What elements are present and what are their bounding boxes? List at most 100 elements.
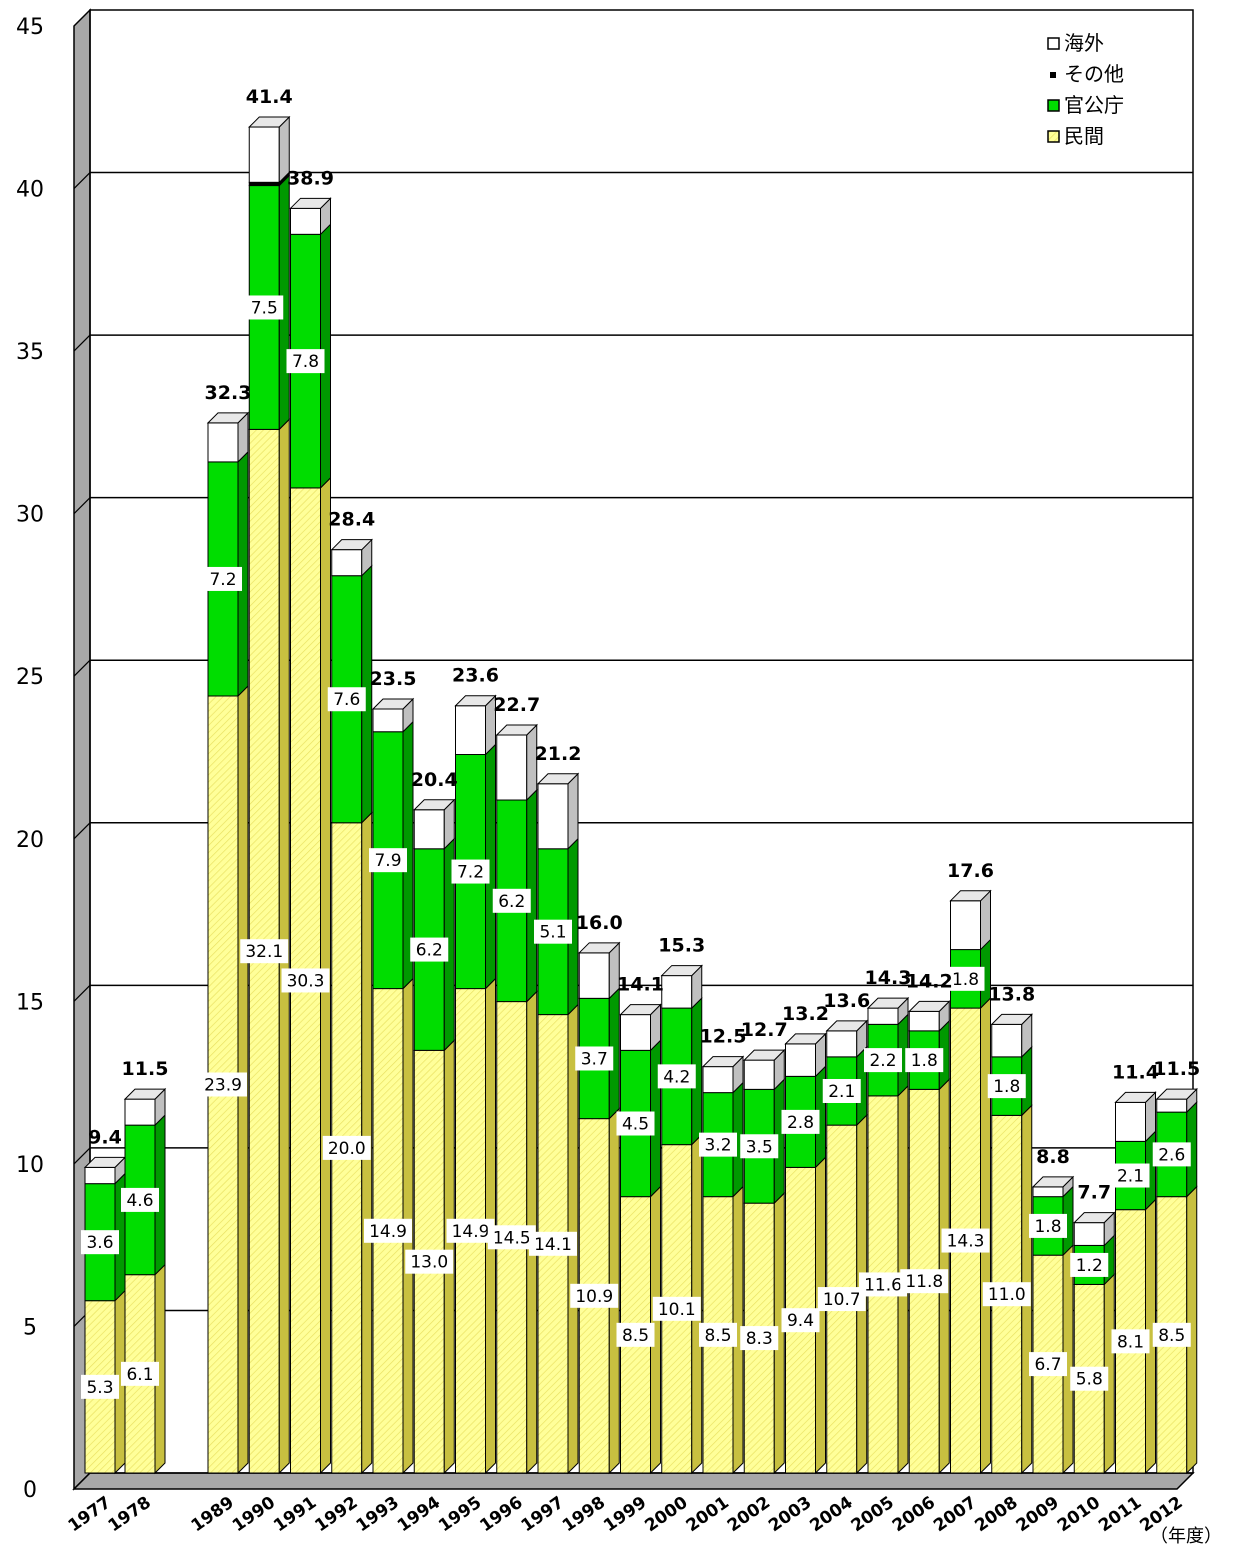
- segment-label-bg: [1111, 1329, 1150, 1354]
- segment-label-2001-官公庁: 3.2: [699, 1132, 737, 1157]
- segment-label-bg: [982, 1282, 1031, 1307]
- bar-face: [1073, 1222, 1105, 1246]
- gridline-side: [73, 659, 91, 677]
- segment-label-bg: [652, 1296, 701, 1321]
- bar-top-2006: [908, 1000, 951, 1012]
- segment-label-1989-民間: 23.9: [199, 1072, 247, 1097]
- segment-label-text: 6.2: [416, 941, 443, 961]
- segment-label-text: 8.3: [746, 1329, 773, 1349]
- total-label-2002: 12.7: [741, 1019, 788, 1041]
- segment-label-text: 11.6: [864, 1275, 902, 1295]
- total-labels: 9.4 11.5 32.3 41.4 38.9 28.4 23.5 20.4 23.6 22.7 2…: [88, 86, 1200, 1204]
- segment-label-1999-官公庁: 4.5: [616, 1111, 655, 1136]
- segment-label-1990-民間: 32.1: [240, 939, 289, 964]
- bar-top-1989: [206, 412, 250, 424]
- bar-face: [331, 549, 363, 577]
- legend-label: 海外: [1064, 31, 1104, 55]
- segment-label-text: 6.7: [1034, 1355, 1061, 1375]
- segment-label-2005-民間: 11.6: [859, 1272, 907, 1297]
- bar-face: [867, 1007, 899, 1025]
- x-tick-label-2009: 2009: [1013, 1493, 1063, 1537]
- segment-label-bg: [1029, 1213, 1067, 1238]
- segment-label-bg: [657, 1064, 696, 1089]
- segment-label-text: 8.5: [622, 1326, 649, 1346]
- segment-label-1992-官公庁: 7.6: [327, 687, 366, 712]
- bar-face: [496, 734, 528, 801]
- segment-label-2012-民間: 8.5: [1152, 1322, 1191, 1347]
- segment-label-2011-官公庁: 2.1: [1111, 1163, 1150, 1188]
- segment-label-text: 1.8: [1034, 1217, 1061, 1237]
- segment-label-text: 8.5: [1158, 1326, 1185, 1346]
- x-tick-label-2005: 2005: [848, 1493, 898, 1537]
- segment-label-1991-民間: 30.3: [281, 968, 330, 993]
- segment-label-text: 7.2: [209, 570, 236, 590]
- segment-label-bg: [286, 349, 325, 374]
- segment-label-text: 10.9: [575, 1287, 613, 1307]
- bar-segment-2001-海外: [702, 1055, 744, 1094]
- segment-label-2012-官公庁: 2.6: [1152, 1142, 1191, 1167]
- segment-label-bg: [616, 1111, 655, 1136]
- total-label-2011: 11.4: [1112, 1061, 1159, 1083]
- x-tick-label-2000: 2000: [641, 1493, 691, 1537]
- segment-label-2010-官公庁: 1.2: [1070, 1252, 1109, 1277]
- segment-label-bg: [364, 1218, 412, 1243]
- x-tick-label-2001: 2001: [683, 1493, 733, 1537]
- bar-segment-2011-海外: [1115, 1091, 1156, 1143]
- segment-label-bg: [941, 1228, 990, 1253]
- bar-top-2005: [866, 997, 910, 1009]
- legend-item-民間: 民間: [1047, 124, 1104, 148]
- bar-top-2012: [1155, 1088, 1198, 1100]
- segment-label-1999-民間: 8.5: [616, 1322, 655, 1347]
- bar-top-2007: [949, 890, 992, 902]
- segment-label-bg: [81, 1374, 119, 1399]
- segment-label-text: 9.4: [787, 1311, 814, 1331]
- segment-label-2006-民間: 11.8: [900, 1269, 949, 1294]
- bar-top-1996: [495, 724, 538, 736]
- segment-label-1996-官公庁: 6.2: [492, 888, 531, 913]
- bar-top-1998: [578, 942, 621, 954]
- y-tick-label: 20: [16, 828, 44, 853]
- x-tick-label-1999: 1999: [600, 1493, 650, 1537]
- x-tick-label-1978: 1978: [105, 1493, 155, 1537]
- x-tick-label-2002: 2002: [724, 1493, 774, 1537]
- segment-label-1990-官公庁: 7.5: [245, 295, 284, 320]
- legend-label: 民間: [1064, 124, 1104, 148]
- segment-label-1995-官公庁: 7.2: [451, 859, 490, 884]
- segment-label-text: 30.3: [287, 971, 325, 991]
- segment-label-text: 4.5: [622, 1115, 649, 1135]
- x-axis-unit-label: （年度）: [1150, 1526, 1222, 1547]
- segment-label-text: 10.7: [823, 1290, 861, 1310]
- segment-label-bg: [616, 1322, 655, 1347]
- legend-item-海外: 海外: [1047, 31, 1104, 55]
- y-tick-label: 30: [16, 503, 44, 528]
- total-label-2006: 14.2: [906, 970, 953, 992]
- segment-label-text: 20.0: [328, 1139, 366, 1159]
- x-tick-label-2003: 2003: [765, 1493, 815, 1537]
- segment-label-2009-民間: 6.7: [1029, 1352, 1067, 1377]
- segment-label-text: 11.8: [905, 1272, 943, 1292]
- segment-label-text: 32.1: [245, 942, 283, 962]
- bar-segment-2003-海外: [785, 1032, 826, 1078]
- segment-label-2008-民間: 11.0: [982, 1282, 1031, 1307]
- total-label-1977: 9.4: [88, 1126, 122, 1148]
- y-tick-label: 0: [23, 1478, 37, 1503]
- segment-label-text: 7.8: [292, 352, 319, 372]
- segment-label-2001-民間: 8.5: [699, 1322, 737, 1347]
- segment-label-text: 3.2: [704, 1136, 731, 1156]
- bar-segment-1978-海外: [124, 1087, 166, 1127]
- segment-label-bg: [699, 1132, 737, 1157]
- segment-label-bg: [575, 1046, 614, 1071]
- segment-label-bg: [487, 1225, 536, 1250]
- segment-label-text: 14.5: [493, 1228, 531, 1248]
- segment-labels: 5.3 3.6 6.1 4.6 23.9 7.2 32.1 7.5 30.3 7.8 20.0 7.6…: [81, 295, 1191, 1399]
- segment-label-2000-民間: 10.1: [652, 1296, 701, 1321]
- segment-label-2004-民間: 10.7: [817, 1287, 866, 1312]
- bar-face: [290, 207, 321, 235]
- segment-label-bg: [781, 1109, 820, 1134]
- bar-face: [455, 705, 486, 756]
- total-label-1998: 16.0: [576, 912, 623, 934]
- bar-segment-1998-海外: [578, 941, 620, 1000]
